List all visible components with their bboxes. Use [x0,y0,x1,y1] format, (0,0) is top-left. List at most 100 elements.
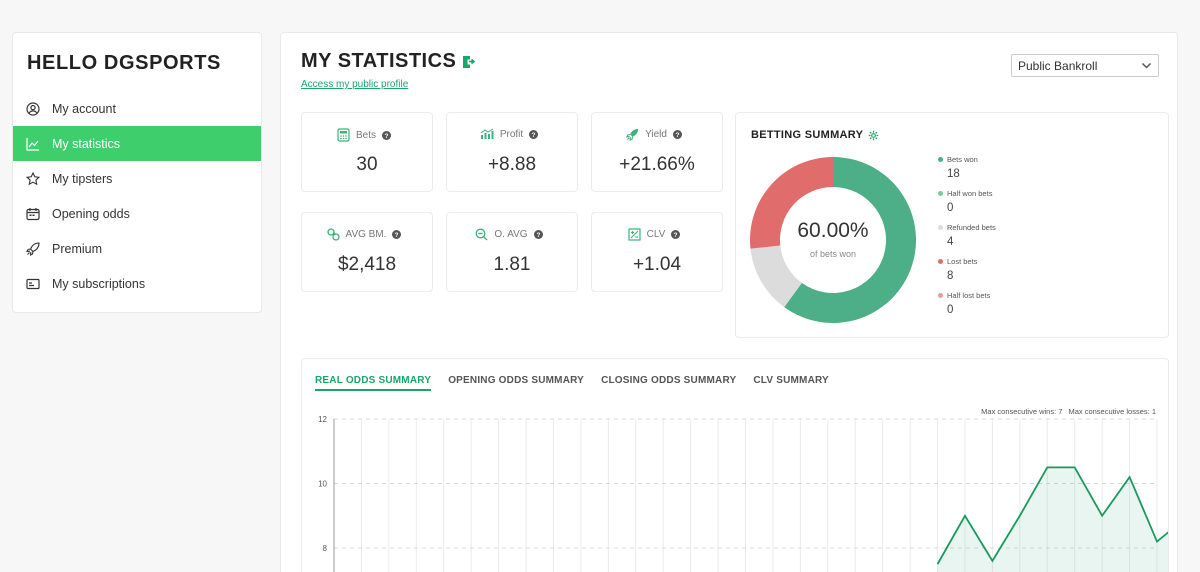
search-minus-icon [475,228,488,241]
sidebar-item-my-account[interactable]: My account [13,91,261,126]
page-title-text: MY STATISTICS [301,50,457,72]
help-icon[interactable]: ? [672,130,682,139]
stat-card-bets: Bets ? 30 [301,112,433,192]
legend-item: Bets won 18 [938,155,996,189]
y-tick-label: 12 [318,415,327,424]
legend-item: Half lost bets 0 [938,291,996,325]
y-tick-label: 10 [318,480,327,489]
stat-value: 1.81 [493,254,531,275]
calculator-icon [337,128,350,142]
series-area [937,467,1168,572]
legend-value: 0 [947,202,954,214]
legend-label: Bets won [947,155,978,164]
tab-closing-odds-summary[interactable]: CLOSING ODDS SUMMARY [601,375,737,386]
chevron-down-icon [1141,62,1152,69]
sidebar: HELLO DGSPORTS My account My statistics … [12,32,262,313]
stat-card-profit: Profit ? +8.88 [446,112,578,192]
y-tick-label: 8 [323,544,328,553]
tab-real-odds-summary[interactable]: REAL ODDS SUMMARY [315,375,432,391]
chart-tabs: REAL ODDS SUMMARY OPENING ODDS SUMMARY C… [315,375,846,391]
legend-dot [938,293,943,298]
rocket-icon [626,128,639,141]
sidebar-item-premium[interactable]: Premium [13,231,261,266]
stat-label: CLV [646,229,666,240]
stat-card-yield: Yield ? +21.66% [591,112,723,192]
legend-label: Refunded bets [947,223,996,232]
stat-value: +1.04 [632,254,682,275]
legend-label: Lost bets [947,257,978,266]
clv-chart-icon [628,228,641,241]
svg-text:?: ? [674,232,678,239]
export-icon[interactable] [462,55,476,69]
stat-card-clv: CLV ? +1.04 [591,212,723,292]
help-icon[interactable]: ? [392,230,402,239]
svg-text:?: ? [536,232,540,239]
legend-value: 18 [947,168,960,180]
tab-opening-odds-summary[interactable]: OPENING ODDS SUMMARY [448,375,585,386]
legend-item: Refunded bets 4 [938,223,996,257]
stat-label: Yield [645,129,667,140]
coins-icon [326,228,340,241]
svg-text:?: ? [395,232,399,239]
svg-text:?: ? [675,132,679,139]
sidebar-item-label: My tipsters [52,171,113,186]
legend-dot [938,225,943,230]
sidebar-nav: My account My statistics My tipsters Ope… [13,91,261,301]
stat-label: Bets [355,129,376,141]
legend-dot [938,157,943,162]
rocket-icon [26,241,40,256]
bankroll-select-value: Public Bankroll [1018,59,1098,73]
odds-line-chart: 8 10 12 [318,415,1168,572]
max-consecutive-losses: Max consecutive losses: 1 [1068,407,1156,416]
legend-value: 8 [947,270,954,282]
sidebar-item-my-subscriptions[interactable]: My subscriptions [13,266,261,301]
card-icon [26,277,40,291]
bar-chart-icon [480,128,494,139]
odds-chart-card: REAL ODDS SUMMARY OPENING ODDS SUMMARY C… [301,358,1169,572]
tab-clv-summary[interactable]: CLV SUMMARY [753,375,829,386]
legend-value: 0 [947,304,954,316]
stat-card-o-avg: O. AVG ? 1.81 [446,212,578,292]
help-icon[interactable]: ? [529,129,539,139]
sidebar-item-my-statistics[interactable]: My statistics [13,126,261,161]
betting-summary-title: BETTING SUMMARY [751,129,879,141]
win-percentage: 60.00% [797,219,869,242]
sidebar-item-my-tipsters[interactable]: My tipsters [13,161,261,196]
bankroll-select[interactable]: Public Bankroll [1011,54,1159,77]
max-consecutive-wins: Max consecutive wins: 7 [981,407,1063,416]
legend-label: Half won bets [947,189,993,198]
stat-value: 30 [356,154,378,175]
stat-value: $2,418 [337,254,397,275]
public-profile-link[interactable]: Access my public profile [301,79,409,90]
stat-label: AVG BM. [345,229,387,240]
stat-value: +21.66% [619,154,695,175]
sidebar-item-label: Premium [52,241,103,256]
page-title: MY STATISTICS [301,50,476,73]
betting-summary-card: BETTING SUMMARY 60.00% of bets won Bets … [735,112,1169,338]
sidebar-item-label: Opening odds [52,206,130,221]
sidebar-item-label: My account [52,101,116,116]
legend-item: Half won bets 0 [938,189,996,223]
sidebar-item-opening-odds[interactable]: Opening odds [13,196,261,231]
betting-summary-title-text: BETTING SUMMARY [751,129,864,141]
streaks-info: Max consecutive wins: 7 Max consecutive … [975,407,1156,416]
gear-icon[interactable] [868,130,879,141]
donut-slice-3 [750,157,833,249]
legend-item: Lost bets 8 [938,257,996,291]
help-icon[interactable]: ? [671,230,681,239]
help-icon[interactable]: ? [382,130,391,140]
legend-dot [938,191,943,196]
greeting-title: HELLO DGSPORTS [27,52,221,74]
calendar-icon [26,207,40,221]
stat-card-avg-bm: AVG BM. ? $2,418 [301,212,433,292]
donut-slice-0 [784,157,916,323]
sidebar-item-label: My subscriptions [52,276,146,291]
help-icon[interactable]: ? [533,230,543,239]
legend-dot [938,259,943,264]
legend-value: 4 [947,236,954,248]
sidebar-item-label: My statistics [52,136,121,151]
svg-text:?: ? [532,132,536,139]
main-panel: MY STATISTICS Access my public profile P… [280,32,1178,572]
star-icon [26,171,40,186]
stat-value: +8.88 [487,154,537,175]
